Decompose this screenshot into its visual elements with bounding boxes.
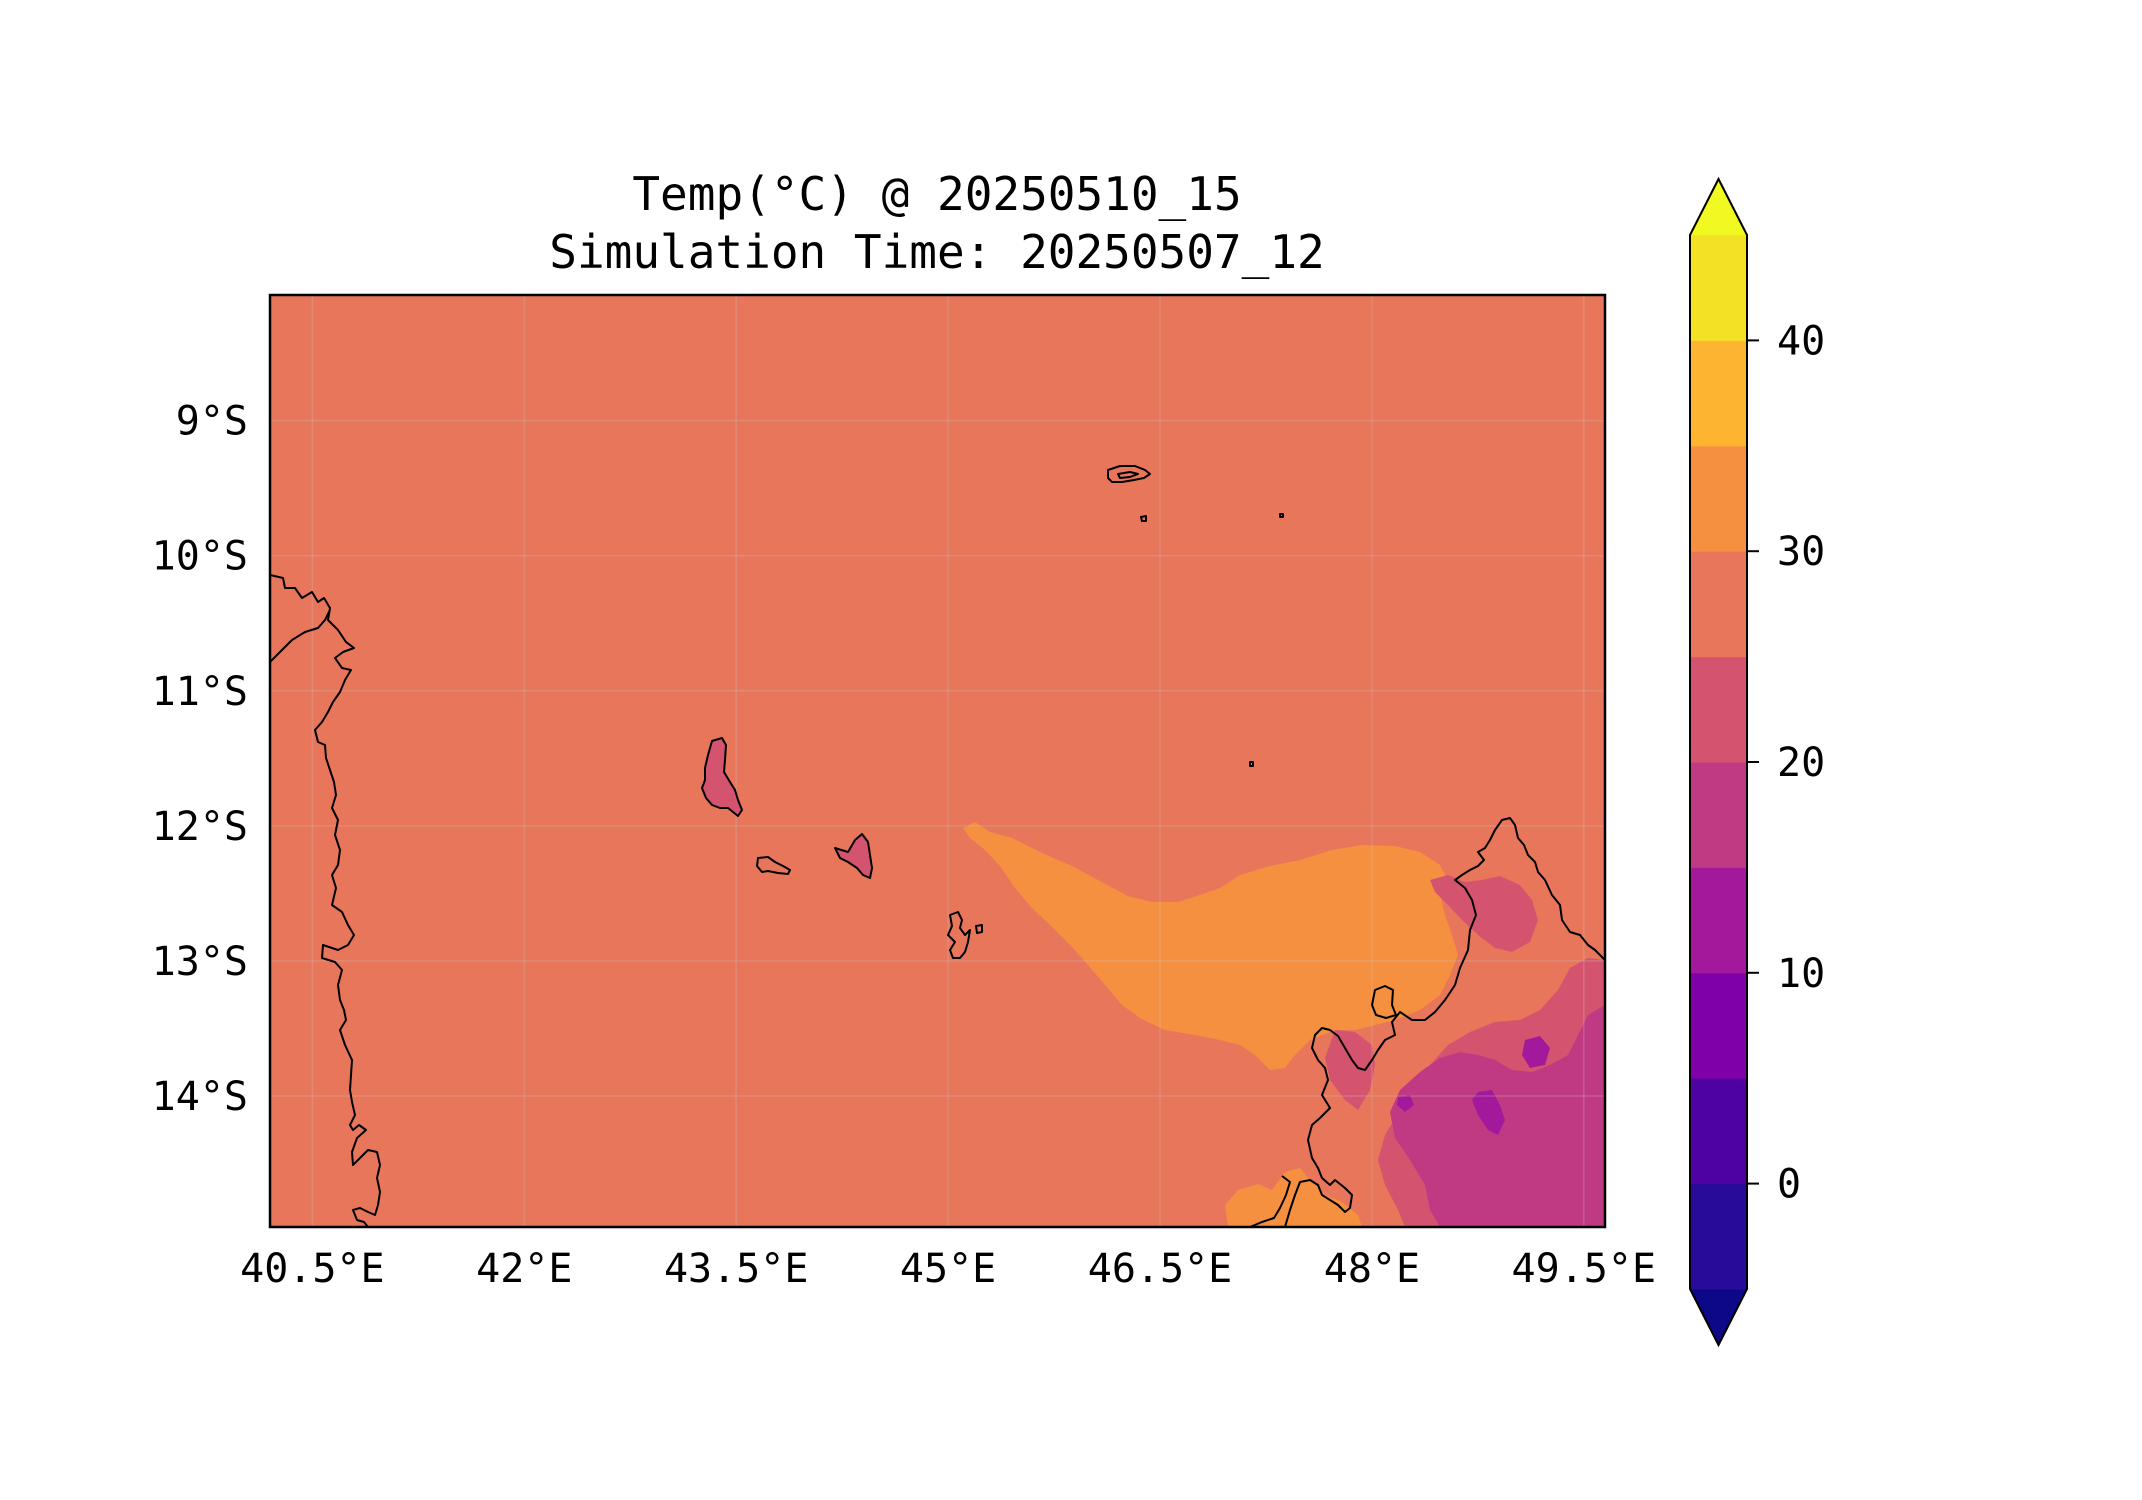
colorbar-tick-label: 30 xyxy=(1777,529,1825,575)
temperature-contour-10-15-spot xyxy=(1397,1095,1414,1112)
colorbar-tick-label: 20 xyxy=(1777,740,1825,786)
lon-tick-label: 42°E xyxy=(476,1246,572,1292)
colorbar-segment xyxy=(1690,972,1747,1079)
lat-tick-label: 12°S xyxy=(152,804,248,850)
lat-tick-label: 13°S xyxy=(152,939,248,985)
coastlines xyxy=(270,465,1605,1227)
longitude-tick-labels: 40.5°E 42°E 43.5°E 45°E 46.5°E 48°E 49.5°E xyxy=(240,1246,1656,1292)
coastline-moheli xyxy=(756,856,791,875)
temperature-contour-20-25-north xyxy=(1430,875,1538,952)
temperature-contour-10-15 xyxy=(1472,1090,1505,1135)
coastline-mayotte-islet xyxy=(975,924,983,934)
coastline-cosmoledo xyxy=(1279,513,1284,518)
lat-tick-label: 14°S xyxy=(152,1074,248,1120)
coastline-anjouan xyxy=(834,833,873,879)
latitude-tick-labels: 9°S 10°S 11°S 12°S 13°S 14°S xyxy=(152,399,248,1120)
map-frame xyxy=(268,293,1607,1229)
map-panel xyxy=(270,295,1605,1227)
colorbar-extend-max xyxy=(1690,179,1747,235)
temperature-field-background xyxy=(270,295,1605,1227)
coastline-madagascar-south xyxy=(1249,1175,1291,1227)
colorbar-segment xyxy=(1690,656,1747,763)
lat-tick-label: 11°S xyxy=(152,669,248,715)
map-gridlines xyxy=(270,295,1605,1227)
coastline-grande-comore xyxy=(701,737,743,817)
temperature-contour-10-15-east xyxy=(1522,1036,1550,1068)
colorbar-segment xyxy=(1690,445,1747,552)
colorbar-segment xyxy=(1690,867,1747,974)
coastline-assumption xyxy=(1140,515,1147,522)
map-title-line1: Temp(°C) @ 20250510_15 xyxy=(632,167,1241,221)
lat-tick-label: 10°S xyxy=(152,534,248,580)
coastline-nosy-be xyxy=(1371,985,1397,1019)
colorbar-segment xyxy=(1690,1183,1747,1290)
coastline-mayotte xyxy=(947,911,971,959)
colorbar-tick-label: 0 xyxy=(1777,1162,1801,1208)
temperature-contour-20-25-west xyxy=(1325,1030,1375,1110)
temperature-colorbar: 0 10 20 30 40 xyxy=(1689,176,1825,1348)
colorbar-tick-label: 10 xyxy=(1777,951,1825,997)
colorbar-segment xyxy=(1690,551,1747,658)
colorbar-extend-min xyxy=(1690,1289,1747,1345)
coastline-african-mainland xyxy=(270,574,381,1227)
lat-tick-label: 9°S xyxy=(176,399,248,445)
colorbar-segment xyxy=(1690,340,1747,447)
lon-tick-label: 48°E xyxy=(1324,1246,1420,1292)
coastline-madagascar xyxy=(1284,817,1605,1227)
lon-tick-label: 45°E xyxy=(900,1246,996,1292)
coastline-small-islet xyxy=(1249,761,1254,767)
coastline-mainland-inland-border xyxy=(270,609,331,663)
colorbar-segment xyxy=(1690,235,1747,341)
colorbar-tick-label: 40 xyxy=(1777,318,1825,364)
lon-tick-label: 43.5°E xyxy=(664,1246,809,1292)
map-title-line2: Simulation Time: 20250507_12 xyxy=(549,225,1324,279)
colorbar-segment xyxy=(1690,1078,1747,1185)
colorbar-outline xyxy=(1689,176,1748,1348)
temperature-contour-30-35 xyxy=(963,822,1458,1070)
coastline-aldabra xyxy=(1107,465,1151,483)
lon-tick-label: 49.5°E xyxy=(1512,1246,1657,1292)
lon-tick-label: 40.5°E xyxy=(240,1246,385,1292)
colorbar-segment xyxy=(1690,762,1747,868)
lon-tick-label: 46.5°E xyxy=(1088,1246,1233,1292)
